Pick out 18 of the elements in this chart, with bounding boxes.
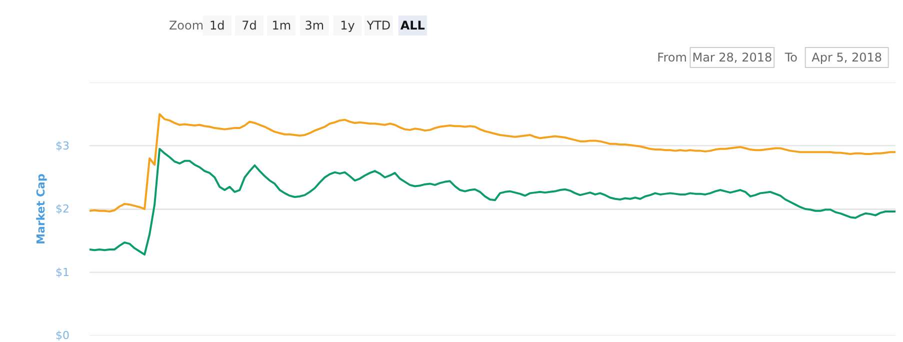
text: Mar 28, 2018 [692,50,772,64]
line-series [90,148,896,256]
text: 1y [340,18,355,32]
y-tick-label: $3 [56,139,70,152]
text: YTD [366,18,391,32]
y-tick-label: $1 [56,266,70,279]
text: From [657,50,687,64]
y-tick-label: $0 [56,329,70,342]
text: To [784,50,798,64]
y-axis-title: Market Cap [34,174,48,244]
text: 7d [242,18,257,32]
text: Zoom [168,18,204,32]
text: Apr 5, 2018 [812,50,882,64]
text: 1d [210,18,225,32]
text: 3m [304,18,324,32]
text: ALL [400,18,426,32]
text: 1m [272,18,292,32]
y-tick-label: $2 [56,202,70,216]
